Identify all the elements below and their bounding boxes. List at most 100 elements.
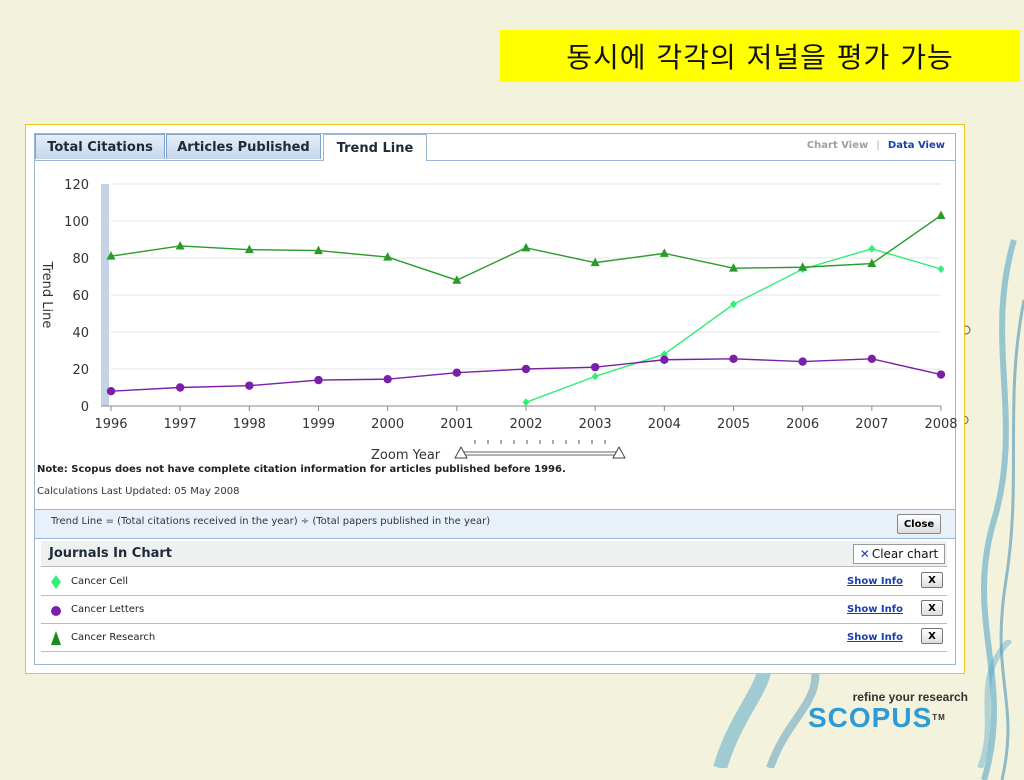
triangle-marker-icon	[51, 631, 61, 645]
data-point	[175, 383, 185, 392]
data-point	[729, 263, 738, 272]
slide-title: 동시에 각각의 저널을 평가 가능	[500, 30, 1020, 82]
data-point	[245, 381, 254, 390]
zoom-left-handle[interactable]	[454, 445, 468, 459]
show-info-link[interactable]: Show Info	[847, 576, 903, 587]
y-tick-label: 120	[64, 178, 89, 193]
remove-journal-button[interactable]: X	[921, 600, 943, 616]
data-point	[383, 374, 392, 384]
tab-bar: Total Citations Articles Published Trend…	[35, 134, 955, 161]
data-point	[937, 265, 945, 274]
x-tick-label: 1999	[302, 417, 335, 432]
diamond-marker-icon	[51, 575, 61, 589]
clear-chart-label: Clear chart	[871, 547, 939, 561]
formula-bar: Trend Line = (Total citations received i…	[35, 509, 955, 539]
journal-name: Cancer Cell	[71, 576, 129, 587]
journal-name: Cancer Research	[71, 632, 156, 643]
series-line	[110, 358, 942, 392]
journal-analyzer-panel: Total Citations Articles Published Trend…	[34, 133, 957, 665]
journal-row-cancer-letters: Cancer Letters Show Info X	[41, 596, 947, 624]
remove-journal-button[interactable]: X	[921, 628, 943, 644]
series-line	[525, 248, 942, 403]
data-point	[590, 257, 600, 267]
trend-line-chart: 0 20 40 60 80 100 120 1996 1997 1998 1999 2000 2001 2…	[39, 178, 957, 432]
data-point	[867, 354, 877, 364]
data-point	[730, 300, 737, 309]
show-info-link[interactable]: Show Info	[847, 632, 903, 643]
view-separator: |	[876, 140, 880, 151]
logo-brand: SCOPUSTM	[808, 704, 968, 732]
logo-tm: TM	[932, 713, 946, 722]
y-tick-label: 20	[72, 363, 89, 378]
x-tick-label: 2008	[924, 417, 957, 432]
x-tick-label: 2005	[717, 417, 750, 432]
data-point	[798, 357, 807, 366]
journals-title: Journals In Chart	[49, 546, 172, 561]
remove-journal-button[interactable]: X	[921, 572, 943, 588]
x-tick-label: 2003	[579, 417, 612, 432]
tab-total-citations[interactable]: Total Citations	[35, 134, 165, 159]
x-tick-label: 2007	[855, 417, 888, 432]
journal-name: Cancer Letters	[71, 604, 145, 615]
x-tick-label: 2004	[648, 417, 681, 432]
last-updated: Calculations Last Updated: 05 May 2008	[37, 486, 240, 497]
clear-chart-button[interactable]: ✕ Clear chart	[853, 544, 945, 564]
data-point	[452, 368, 462, 377]
zoom-year-label: Zoom Year	[371, 448, 441, 463]
journals-in-chart-header: Journals In Chart ✕ Clear chart	[41, 541, 947, 567]
journal-row-cancer-research: Cancer Research Show Info X	[41, 624, 947, 652]
zoom-year-slider[interactable]	[453, 438, 629, 460]
x-tick-label: 1997	[164, 417, 197, 432]
tab-articles-published[interactable]: Articles Published	[166, 134, 321, 159]
data-point	[729, 354, 738, 364]
y-tick-label: 0	[81, 400, 89, 415]
data-point	[106, 251, 116, 260]
data-point	[244, 244, 254, 254]
close-button[interactable]: Close	[897, 514, 941, 534]
y-axis-label: Trend Line	[39, 261, 54, 329]
view-switcher: Chart View | Data View	[807, 140, 945, 151]
data-point	[175, 240, 185, 250]
y-tick-label: 40	[72, 326, 89, 341]
x-tick-label: 2006	[786, 417, 819, 432]
data-point	[452, 275, 462, 284]
data-point	[936, 370, 946, 379]
data-view-link[interactable]: Data View	[887, 140, 945, 151]
data-point	[868, 244, 876, 253]
data-point	[590, 362, 600, 372]
x-tick-label: 1996	[94, 417, 127, 432]
x-tick-label: 2002	[509, 417, 542, 432]
y-tick-label: 80	[72, 252, 89, 267]
circle-marker-icon	[51, 606, 61, 616]
scopus-logo: refine your research SCOPUSTM	[808, 690, 968, 732]
logo-tagline: refine your research	[852, 690, 968, 704]
x-tick-label: 2000	[371, 417, 404, 432]
data-point	[314, 375, 323, 385]
y-tick-label: 60	[72, 289, 89, 304]
data-point	[314, 245, 323, 255]
data-point	[522, 398, 530, 407]
data-point	[936, 210, 946, 219]
data-point	[521, 364, 531, 374]
data-point	[660, 355, 669, 364]
logo-brand-text: SCOPUS	[808, 702, 933, 733]
zoom-right-handle[interactable]	[612, 445, 626, 459]
coverage-note: Note: Scopus does not have complete cita…	[37, 464, 566, 475]
y-tick-label: 100	[64, 215, 89, 230]
show-info-link[interactable]: Show Info	[847, 604, 903, 615]
clear-x-icon: ✕	[859, 547, 870, 561]
data-point	[383, 252, 393, 261]
plot-left-band	[101, 184, 109, 406]
scopus-widget-frame: Total Citations Articles Published Trend…	[25, 124, 965, 674]
tab-trend-line[interactable]: Trend Line	[323, 134, 427, 161]
data-point	[660, 350, 668, 359]
data-point	[659, 248, 669, 257]
chart-view-link[interactable]: Chart View	[806, 140, 869, 151]
formula-text: Trend Line = (Total citations received i…	[51, 516, 491, 527]
x-tick-label: 2001	[440, 417, 473, 432]
data-point	[521, 242, 531, 252]
data-point	[106, 387, 116, 396]
journal-row-cancer-cell: Cancer Cell Show Info X	[41, 568, 947, 596]
data-point	[798, 262, 808, 271]
data-point	[867, 258, 877, 268]
